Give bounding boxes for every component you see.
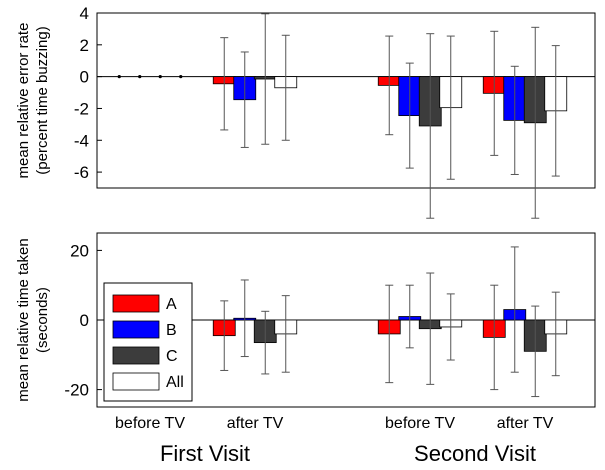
legend: ABC All [103, 282, 193, 402]
y-axis-title: mean relative error rate [15, 23, 32, 179]
y-tick-label: -6 [74, 163, 89, 182]
category-labels: before TV after TV before TV after TV [115, 415, 554, 432]
y-axis-title: (percent time buzzing) [34, 26, 51, 174]
y-axis-title: (seconds) [34, 287, 51, 353]
y-tick-label: 0 [80, 311, 89, 330]
group-label-first-visit: First Visit [160, 441, 250, 466]
y-tick-label: 0 [80, 68, 89, 87]
bar-zero-marker [138, 75, 142, 79]
bar-zero-marker [179, 75, 183, 79]
x-category-label: after TV [497, 415, 554, 432]
x-category-label: before TV [115, 415, 185, 432]
legend-swatch-all [112, 372, 160, 391]
y-tick-label: -2 [74, 99, 89, 118]
legend-label-a: A [166, 296, 177, 313]
y-tick-label: -4 [74, 131, 89, 150]
legend-swatch-a [112, 294, 160, 313]
bar-zero-marker [117, 75, 121, 79]
y-tick-label: -20 [64, 381, 89, 400]
y-tick-label: 4 [80, 4, 89, 23]
x-category-label: before TV [385, 415, 455, 432]
top-panel-error-rate: 4 2 0 -2 -4 -6 mean relative error rate (percen… [15, 4, 596, 219]
legend-swatch-b [112, 320, 160, 339]
legend-label-b: B [166, 322, 177, 339]
bar-zero-marker [158, 75, 162, 79]
y-tick-label: 20 [70, 241, 89, 260]
plot-frame [96, 12, 596, 189]
bottom-panel-time-taken: 20 0 -20 mean relative time taken (seconds) A… [15, 232, 596, 408]
legend-label-all: All [166, 374, 184, 391]
y-axis-title: mean relative time taken [15, 238, 32, 401]
legend-label-c: C [166, 348, 178, 365]
y-tick-label: 2 [80, 36, 89, 55]
group-label-second-visit: Second Visit [414, 441, 536, 466]
legend-swatch-c [112, 346, 160, 365]
x-category-label: after TV [227, 415, 284, 432]
